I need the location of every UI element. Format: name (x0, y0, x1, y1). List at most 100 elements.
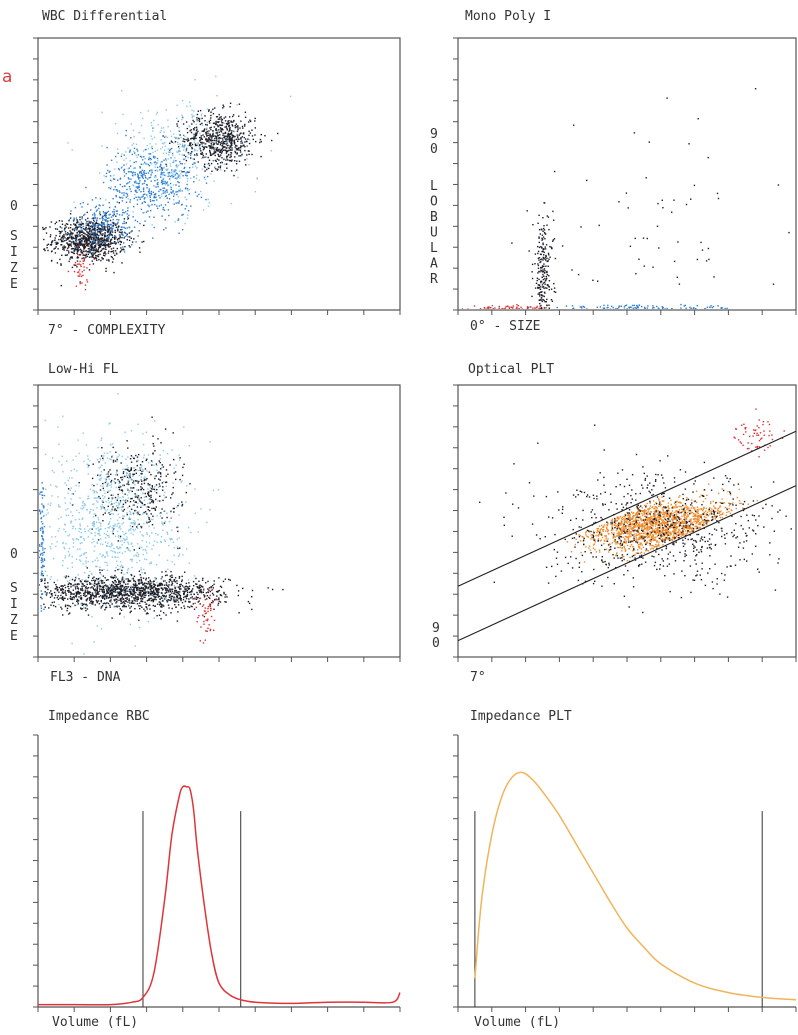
scatter-point (162, 143, 163, 144)
scatter-point (79, 239, 80, 240)
scatter-point (99, 205, 100, 206)
scatter-point (93, 509, 94, 510)
scatter-point (537, 272, 538, 273)
scatter-point (99, 241, 100, 242)
scatter-point (176, 194, 177, 195)
scatter-point (100, 232, 101, 233)
scatter-point (92, 227, 93, 228)
scatter-point (88, 577, 89, 578)
scatter-point (208, 130, 209, 131)
scatter-point (226, 151, 227, 152)
scatter-point (174, 579, 175, 580)
scatter-point (190, 153, 191, 154)
scatter-point (171, 510, 172, 511)
scatter-point (217, 163, 218, 164)
scatter-point (217, 144, 218, 145)
scatter-point (139, 183, 140, 184)
scatter-point (545, 233, 546, 234)
scatter-point (226, 127, 227, 128)
scatter-point (81, 223, 82, 224)
scatter-point (177, 600, 178, 601)
scatter-point (186, 149, 187, 150)
scatter-point (70, 596, 71, 597)
scatter-point (75, 596, 76, 597)
scatter-point (220, 601, 221, 602)
scatter-point (221, 116, 222, 117)
scatter-point (155, 170, 156, 171)
scatter-point (538, 268, 539, 269)
scatter-point (182, 141, 183, 142)
scatter-point (206, 592, 207, 593)
scatter-point (60, 239, 61, 240)
scatter-point (527, 210, 528, 211)
scatter-point (208, 111, 209, 112)
scatter-point (185, 172, 186, 173)
scatter-point (180, 137, 181, 138)
scatter-point (98, 235, 99, 236)
scatter-point (132, 586, 133, 587)
scatter-point (70, 511, 71, 512)
scatter-point (126, 590, 127, 591)
scatter-point (127, 194, 128, 195)
scatter-point (231, 140, 232, 141)
scatter-point (68, 252, 69, 253)
scatter-point (684, 305, 685, 306)
scatter-point (217, 147, 218, 148)
scatter-point (175, 137, 176, 138)
scatter-point (113, 589, 114, 590)
scatter-point (96, 220, 97, 221)
scatter-point (211, 127, 212, 128)
scatter-point (151, 598, 152, 599)
scatter-point (102, 235, 103, 236)
scatter-point (87, 590, 88, 591)
scatter-point (141, 497, 142, 498)
scatter-point (121, 153, 122, 154)
scatter-point (149, 188, 150, 189)
scatter-point (181, 190, 182, 191)
scatter-point (149, 195, 150, 196)
scatter-point (108, 603, 109, 604)
scatter-point (171, 192, 172, 193)
scatter-point (119, 595, 120, 596)
scatter-point (135, 161, 136, 162)
scatter-point (148, 191, 149, 192)
scatter-point (223, 581, 224, 582)
scatter-point (145, 595, 146, 596)
scatter-point (43, 575, 44, 576)
scatter-point (54, 582, 55, 583)
scatter-point (554, 238, 555, 239)
scatter-point (231, 147, 232, 148)
scatter-point (102, 218, 103, 219)
scatter-point (94, 532, 95, 533)
scatter-point (142, 176, 143, 177)
scatter-point (227, 159, 228, 160)
scatter-point (113, 272, 114, 273)
scatter-point (153, 581, 154, 582)
scatter-point (85, 560, 86, 561)
scatter-point (172, 176, 173, 177)
scatter-point (182, 154, 183, 155)
scatter-point (220, 150, 221, 151)
scatter-point (168, 209, 169, 210)
scatter-point (137, 587, 138, 588)
scatter-point (240, 121, 241, 122)
scatter-point (43, 239, 44, 240)
scatter-point (162, 135, 163, 136)
scatter-point (96, 594, 97, 595)
scatter-point (164, 595, 165, 596)
scatter-point (537, 280, 538, 281)
scatter-point (128, 171, 129, 172)
scatter-point (194, 142, 195, 143)
scatter-point (214, 135, 215, 136)
scatter-point (175, 577, 176, 578)
scatter-point (226, 168, 227, 169)
scatter-point (221, 125, 222, 126)
scatter-point (175, 581, 176, 582)
scatter-point (163, 466, 164, 467)
scatter-point (125, 158, 126, 159)
scatter-point (146, 603, 147, 604)
scatter-point (140, 191, 141, 192)
scatter-point (172, 492, 173, 493)
scatter-point (70, 210, 71, 211)
scatter-point (543, 286, 544, 287)
